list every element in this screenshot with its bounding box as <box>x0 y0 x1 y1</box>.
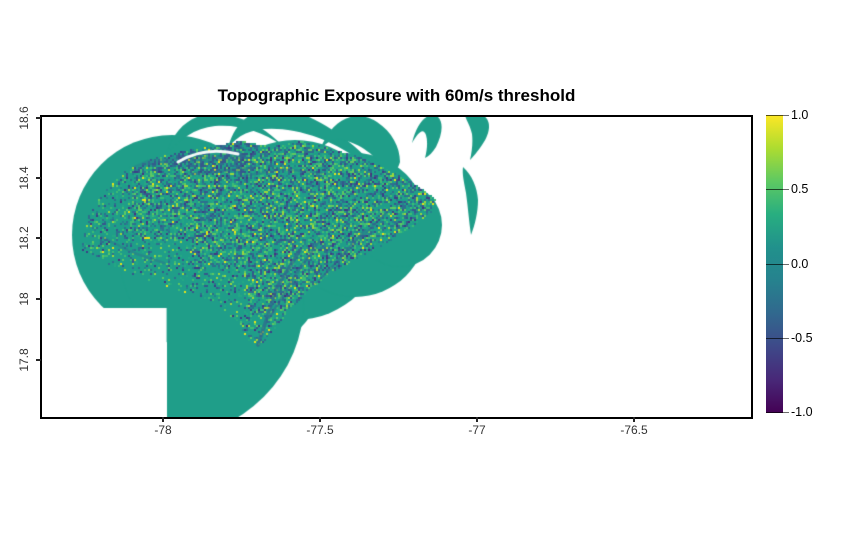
colorbar-label: -1.0 <box>791 405 813 419</box>
y-tick-label: 18.6 <box>17 106 31 130</box>
y-tick-mark <box>36 177 41 179</box>
x-tick-label: -78 <box>154 423 172 437</box>
y-tick-label: 18.2 <box>17 226 31 250</box>
colorbar-tick-stub <box>783 264 789 265</box>
chart-title: Topographic Exposure with 60m/s threshol… <box>217 86 576 105</box>
colorbar-tick-stub <box>783 189 789 190</box>
y-tick-mark <box>36 117 41 119</box>
colorbar-tick-stub <box>783 412 789 413</box>
x-tick-label: -77 <box>468 423 486 437</box>
colorbar-tick-line <box>766 115 783 116</box>
y-tick-label: 18 <box>17 292 31 306</box>
colorbar-label: 0.5 <box>791 182 809 196</box>
colorbar-label: -0.5 <box>791 331 813 345</box>
colorbar-tick-line <box>766 338 783 339</box>
x-tick-label: -77.5 <box>306 423 334 437</box>
x-tick-mark <box>319 417 321 422</box>
y-tick-label: 18.4 <box>17 166 31 190</box>
y-tick-mark <box>36 298 41 300</box>
y-tick-mark <box>36 237 41 239</box>
colorbar-label: 1.0 <box>791 108 809 122</box>
y-tick-label: 17.8 <box>17 348 31 372</box>
colorbar-tick-line <box>766 189 783 190</box>
x-tick-mark <box>162 417 164 422</box>
colorbar-tick-line <box>766 412 783 413</box>
plot-area <box>40 115 753 419</box>
colorbar-tick-stub <box>783 338 789 339</box>
colorbar-tick-stub <box>783 115 789 116</box>
colorbar-tick-line <box>766 264 783 265</box>
x-tick-mark <box>633 417 635 422</box>
colorbar-label: 0.0 <box>791 257 809 271</box>
x-tick-mark <box>476 417 478 422</box>
x-tick-label: -76.5 <box>620 423 648 437</box>
raster-map-canvas <box>42 117 751 417</box>
y-tick-mark <box>36 359 41 361</box>
